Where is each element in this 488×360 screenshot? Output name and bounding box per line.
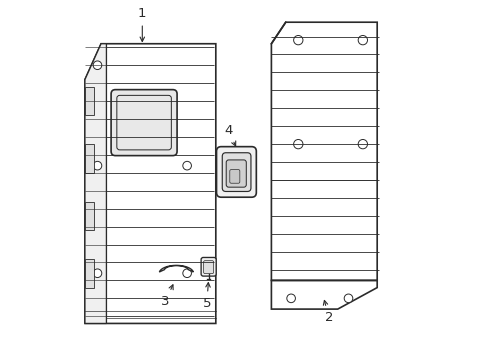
Text: 1: 1 bbox=[138, 8, 146, 41]
Circle shape bbox=[93, 161, 102, 170]
FancyBboxPatch shape bbox=[229, 170, 239, 183]
Text: 4: 4 bbox=[224, 124, 235, 146]
Circle shape bbox=[93, 61, 102, 69]
FancyBboxPatch shape bbox=[222, 153, 250, 192]
FancyBboxPatch shape bbox=[216, 147, 256, 197]
Circle shape bbox=[93, 269, 102, 278]
Text: 3: 3 bbox=[161, 285, 173, 308]
Circle shape bbox=[344, 294, 352, 303]
FancyBboxPatch shape bbox=[111, 90, 177, 156]
FancyBboxPatch shape bbox=[201, 257, 216, 276]
Polygon shape bbox=[85, 259, 94, 288]
Text: 5: 5 bbox=[202, 283, 211, 310]
Circle shape bbox=[357, 139, 367, 149]
Circle shape bbox=[293, 139, 303, 149]
FancyBboxPatch shape bbox=[203, 261, 213, 274]
Polygon shape bbox=[85, 87, 94, 116]
Circle shape bbox=[286, 294, 295, 303]
Circle shape bbox=[183, 161, 191, 170]
Circle shape bbox=[183, 269, 191, 278]
Polygon shape bbox=[159, 265, 193, 272]
Circle shape bbox=[357, 36, 367, 45]
Polygon shape bbox=[85, 202, 94, 230]
Circle shape bbox=[293, 36, 303, 45]
Polygon shape bbox=[85, 144, 94, 173]
FancyBboxPatch shape bbox=[226, 160, 246, 187]
Text: 2: 2 bbox=[323, 301, 332, 324]
Polygon shape bbox=[85, 44, 106, 323]
